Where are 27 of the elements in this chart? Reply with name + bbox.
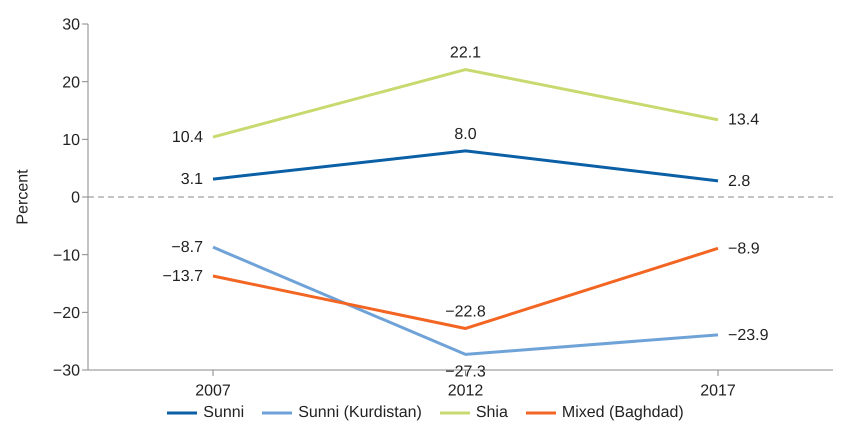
x-tick-label: 2012	[448, 382, 484, 400]
y-tick-label: 30	[62, 16, 80, 34]
data-label: 8.0	[454, 126, 477, 143]
y-tick-label: 20	[62, 74, 80, 92]
y-axis-title: Percent	[14, 168, 32, 225]
data-label: −27.3	[445, 363, 486, 380]
legend-label: Sunni	[203, 404, 244, 422]
legend-label: Sunni (Kurdistan)	[298, 404, 422, 422]
y-tick-label: −30	[52, 362, 80, 380]
y-tick-label: 0	[71, 190, 80, 207]
x-tick-label: 2007	[195, 382, 231, 400]
data-label: 3.1	[180, 171, 204, 188]
data-label: −13.7	[162, 268, 204, 286]
y-tick-label: −10	[52, 247, 80, 264]
data-label: 13.4	[728, 112, 760, 129]
legend-label: Mixed (Baghdad)	[562, 404, 684, 422]
data-label: 22.1	[450, 44, 482, 62]
data-label: −8.7	[171, 239, 204, 256]
y-tick-label: 10	[62, 132, 80, 150]
y-tick-label: −20	[52, 305, 80, 322]
data-label: −8.9	[728, 240, 760, 258]
data-label: 2.8	[728, 172, 750, 190]
x-tick-label: 2017	[700, 382, 736, 400]
data-label: −22.8	[445, 303, 486, 320]
data-label: 10.4	[172, 129, 204, 146]
data-label: −23.9	[728, 326, 769, 344]
legend-label: Shia	[476, 404, 508, 422]
